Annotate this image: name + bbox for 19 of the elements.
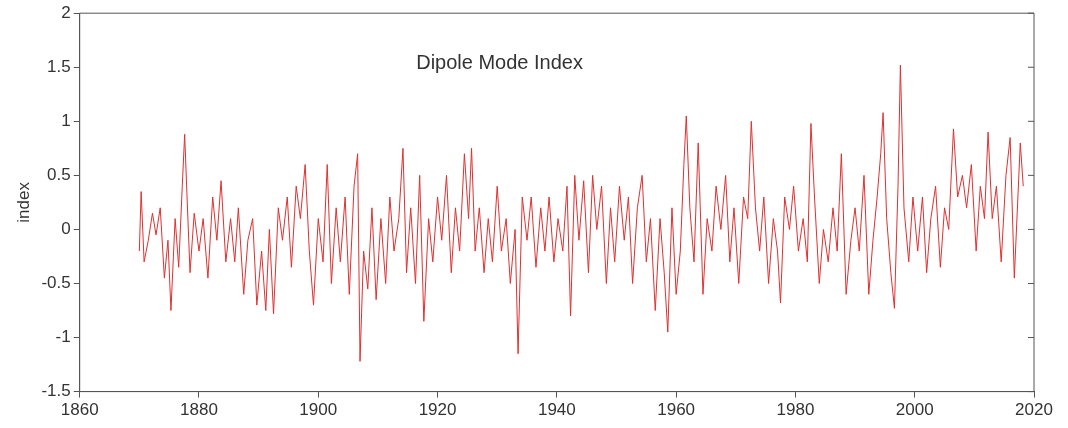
x-tick-label: 2000 <box>895 400 934 420</box>
y-tick-label: 1 <box>61 111 71 130</box>
y-tick-label: 0.5 <box>47 165 71 185</box>
text: Dipole Mode Index <box>416 50 583 73</box>
x-tick-label: 1900 <box>299 400 338 420</box>
x-tick-label: 1980 <box>776 400 815 420</box>
x-tick-label: 2020 <box>1015 400 1053 420</box>
x-tick-label: 1940 <box>537 400 576 420</box>
x-tick-label: 1880 <box>180 400 218 420</box>
y-tick-label: 2 <box>61 2 71 22</box>
y-tick-label: 0 <box>61 219 71 239</box>
x-tick-label: 1860 <box>60 400 99 420</box>
x-tick-label: 1960 <box>657 400 696 420</box>
y-axis-title: index <box>13 181 33 223</box>
x-tick-label: 1920 <box>418 400 457 420</box>
y-tick-label: 1.5 <box>47 56 71 76</box>
y-tick-label: -1 <box>55 327 71 347</box>
y-tick-label: -0.5 <box>41 273 71 293</box>
y-tick-label: -1.5 <box>41 381 71 401</box>
